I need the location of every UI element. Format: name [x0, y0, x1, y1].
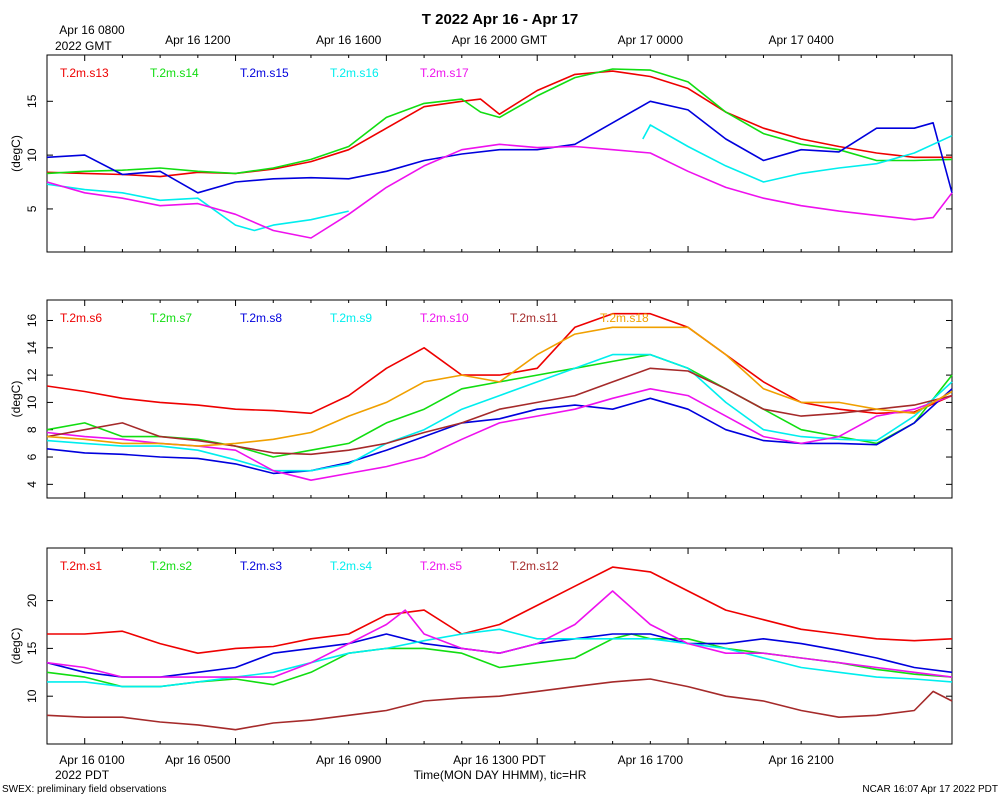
panel-1-y-tick-label: 10	[25, 148, 39, 162]
chart-title: T 2022 Apr 16 - Apr 17	[422, 11, 578, 28]
series-line-T-2m-s6	[46, 312, 953, 415]
panel-1-frame	[46, 54, 953, 253]
panel-3-y-tick-label: 15	[25, 641, 39, 655]
legend-entry-T-2m-s3: T.2m.s3	[240, 559, 282, 573]
panel-3-y-tick-label: 10	[25, 689, 39, 703]
legend-entry-T-2m-s6: T.2m.s6	[60, 311, 102, 325]
panel-3-y-tick-label: 20	[25, 594, 39, 608]
panel-2-y-tick-label: 6	[25, 453, 39, 460]
bottom-axis-tick-label: Apr 16 0500	[165, 753, 231, 767]
top-axis-tick-label: Apr 16 2000 GMT	[452, 33, 548, 47]
top-axis-tick-label: Apr 17 0000	[618, 33, 684, 47]
series-line-T-2m-s11	[46, 367, 953, 456]
series-line-T-2m-s8	[46, 388, 953, 475]
series-line-T-2m-s18	[46, 326, 953, 447]
panel-2-y-tick-label: 8	[25, 426, 39, 433]
bottom-axis-year-label: 2022 PDT	[55, 768, 110, 782]
panel-3-y-axis-label: (degC)	[9, 628, 23, 665]
legend-entry-T-2m-s16: T.2m.s16	[330, 66, 379, 80]
panel-2-y-tick-label: 16	[25, 313, 39, 327]
legend-entry-T-2m-s2: T.2m.s2	[150, 559, 192, 573]
panel-1-y-tick-label: 5	[25, 205, 39, 212]
top-axis-tick-label: Apr 16 1200	[165, 33, 231, 47]
series-line-T-2m-s4	[47, 628, 953, 688]
legend-entry-T-2m-s4: T.2m.s4	[330, 559, 372, 573]
panel-1-y-tick-label: 15	[25, 94, 39, 108]
bottom-axis-tick-label: Apr 16 1300 PDT	[453, 753, 546, 767]
legend-entry-T-2m-s12: T.2m.s12	[510, 559, 559, 573]
panel-2-y-tick-label: 14	[25, 341, 39, 355]
series-line-T-2m-s16	[46, 183, 349, 232]
legend-entry-T-2m-s15: T.2m.s15	[240, 66, 289, 80]
legend-entry-T-2m-s5: T.2m.s5	[420, 559, 462, 573]
panel-2-y-tick-label: 12	[25, 368, 39, 382]
bottom-axis-tick-label: Apr 16 0900	[316, 753, 382, 767]
top-axis-tick-label: Apr 16 0800	[59, 23, 125, 37]
x-axis-label: Time(MON DAY HHMM), tic=HR	[414, 768, 587, 782]
legend-entry-T-2m-s8: T.2m.s8	[240, 311, 282, 325]
top-axis-year-label: 2022 GMT	[55, 39, 112, 53]
legend-entry-T-2m-s11: T.2m.s11	[510, 311, 558, 325]
legend-entry-T-2m-s13: T.2m.s13	[60, 66, 109, 80]
bottom-axis-tick-label: Apr 16 0100	[59, 753, 125, 767]
footer-timestamp: NCAR 16:07 Apr 17 2022 PDT	[862, 784, 998, 795]
series-line-T-2m-s16	[642, 124, 953, 183]
legend-entry-T-2m-s18: T.2m.s18	[600, 311, 649, 325]
series-line-T-2m-s9	[46, 353, 953, 472]
legend-entry-T-2m-s7: T.2m.s7	[150, 311, 192, 325]
panel-2-y-tick-label: 10	[25, 395, 39, 409]
series-line-T-2m-s5	[46, 590, 953, 678]
panel-1-y-axis-label: (degC)	[9, 135, 23, 172]
series-line-T-2m-s13	[46, 70, 952, 178]
panel-2-y-axis-label: (degC)	[9, 381, 23, 418]
panel-2-y-tick-label: 4	[25, 481, 39, 488]
top-axis-tick-label: Apr 17 0400	[768, 33, 834, 47]
series-line-T-2m-s14	[46, 68, 953, 175]
bottom-axis-tick-label: Apr 16 1700	[618, 753, 684, 767]
legend-entry-T-2m-s17: T.2m.s17	[420, 66, 469, 80]
top-axis-tick-label: Apr 16 1600	[316, 33, 382, 47]
legend-entry-T-2m-s9: T.2m.s9	[330, 311, 372, 325]
legend-entry-T-2m-s10: T.2m.s10	[420, 311, 469, 325]
footer-source-note: SWEX: preliminary field observations	[2, 784, 167, 795]
series-line-T-2m-s12	[46, 678, 953, 731]
series-line-T-2m-s3	[46, 633, 953, 678]
series-line-T-2m-s17	[46, 143, 953, 239]
bottom-axis-tick-label: Apr 16 2100	[768, 753, 834, 767]
series-line-T-2m-s1	[47, 566, 953, 655]
legend-entry-T-2m-s14: T.2m.s14	[150, 66, 199, 80]
panel-2-frame	[46, 299, 953, 499]
series-line-T-2m-s15	[46, 100, 953, 194]
legend-entry-T-2m-s1: T.2m.s1	[60, 559, 102, 573]
